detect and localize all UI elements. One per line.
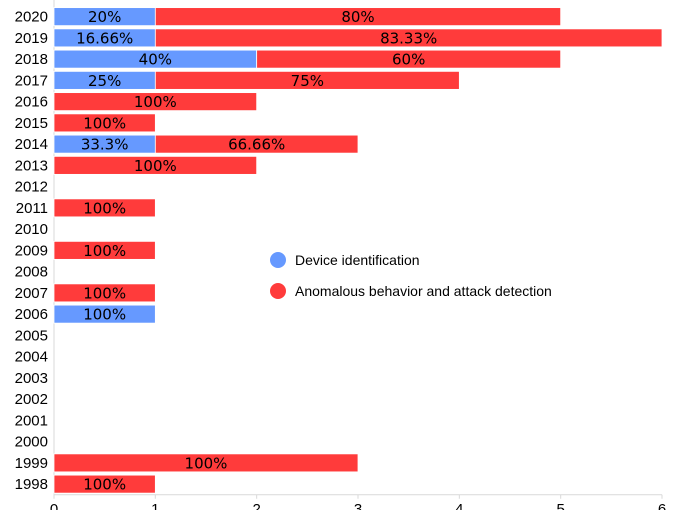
- bar-anomalous-behavior: [154, 28, 663, 48]
- bar-data-label: 100%: [83, 199, 126, 217]
- y-tick-label: 2008: [15, 264, 48, 281]
- bar-data-label: 20%: [88, 8, 121, 26]
- y-tick-label: 2006: [15, 306, 48, 323]
- bar-anomalous-behavior: [53, 453, 359, 473]
- y-tick-label: 2005: [15, 327, 48, 344]
- bar-data-label: 83.33%: [380, 29, 437, 47]
- bar-data-label: 66.66%: [228, 136, 285, 154]
- y-tick-label: 2011: [16, 200, 48, 217]
- bar-anomalous-behavior: [256, 49, 562, 69]
- legend-item-anomalous-behavior: Anomalous behavior and attack detection: [270, 281, 552, 301]
- bar-anomalous-behavior: [154, 70, 460, 90]
- bar-data-label: 33.3%: [81, 136, 129, 154]
- bar-anomalous-behavior: [53, 113, 156, 133]
- y-tick-label: 2001: [15, 412, 48, 429]
- bar-anomalous-behavior: [53, 240, 156, 260]
- x-tick-label: 2: [252, 501, 260, 510]
- legend-label-device-identification: Device identification: [295, 252, 420, 268]
- y-tick-label: 2000: [15, 434, 48, 451]
- x-tick-label: 6: [658, 501, 666, 510]
- y-tick-label: 2010: [15, 221, 48, 238]
- bar-anomalous-behavior: [154, 7, 562, 27]
- y-tick-label: 2015: [15, 115, 48, 132]
- y-tick-label: 2014: [15, 136, 48, 153]
- y-tick-label: 2013: [15, 157, 48, 174]
- x-tick-label: 4: [455, 501, 463, 510]
- bar-data-label: 100%: [83, 284, 126, 302]
- y-tick-label: 2007: [15, 285, 48, 302]
- y-tick-label: 2019: [15, 30, 48, 47]
- bar-data-label: 100%: [134, 93, 177, 111]
- x-tick-label: 0: [50, 501, 58, 510]
- legend-item-device-identification: Device identification: [270, 250, 552, 270]
- y-tick-label: 1999: [15, 455, 48, 472]
- bar-anomalous-behavior: [53, 474, 156, 494]
- y-tick-label: 2016: [15, 94, 48, 111]
- x-tick-label: 5: [556, 501, 564, 510]
- bar-data-label: 75%: [291, 72, 324, 90]
- bar-data-label: 100%: [83, 476, 126, 494]
- y-tick-label: 2009: [15, 242, 48, 259]
- bar-data-label: 80%: [341, 8, 374, 26]
- bar-data-label: 100%: [83, 242, 126, 260]
- bar-data-label: 100%: [83, 114, 126, 132]
- bar-anomalous-behavior: [53, 198, 156, 218]
- legend-swatch-anomalous-behavior: [270, 283, 286, 299]
- bar-data-label: 100%: [185, 454, 228, 472]
- bar-device-identification: [53, 304, 156, 324]
- x-tick-label: 3: [354, 501, 362, 510]
- bar-data-label: 40%: [139, 51, 172, 69]
- bar-data-label: 25%: [88, 72, 121, 90]
- bar-data-label: 100%: [134, 157, 177, 175]
- y-tick-label: 2012: [15, 179, 48, 196]
- x-tick-label: 1: [151, 501, 159, 510]
- bar-anomalous-behavior: [154, 134, 359, 154]
- bar-anomalous-behavior: [53, 92, 258, 112]
- bar-data-label: 60%: [392, 51, 425, 69]
- bar-anomalous-behavior: [53, 155, 258, 175]
- y-tick-label: 2020: [15, 9, 48, 26]
- y-tick-label: 2002: [15, 391, 48, 408]
- y-tick-label: 2017: [15, 72, 48, 89]
- y-tick-label: 2003: [15, 370, 48, 387]
- legend-label-anomalous-behavior: Anomalous behavior and attack detection: [295, 283, 552, 299]
- y-tick-label: 2004: [15, 349, 48, 366]
- bar-data-label: 16.66%: [76, 29, 133, 47]
- bar-data-label: 100%: [83, 306, 126, 324]
- y-tick-label: 2018: [15, 51, 48, 68]
- chart-legend: Device identification Anomalous behavior…: [270, 250, 552, 312]
- legend-swatch-device-identification: [270, 252, 286, 268]
- bar-anomalous-behavior: [53, 283, 156, 303]
- y-tick-label: 1998: [15, 476, 48, 493]
